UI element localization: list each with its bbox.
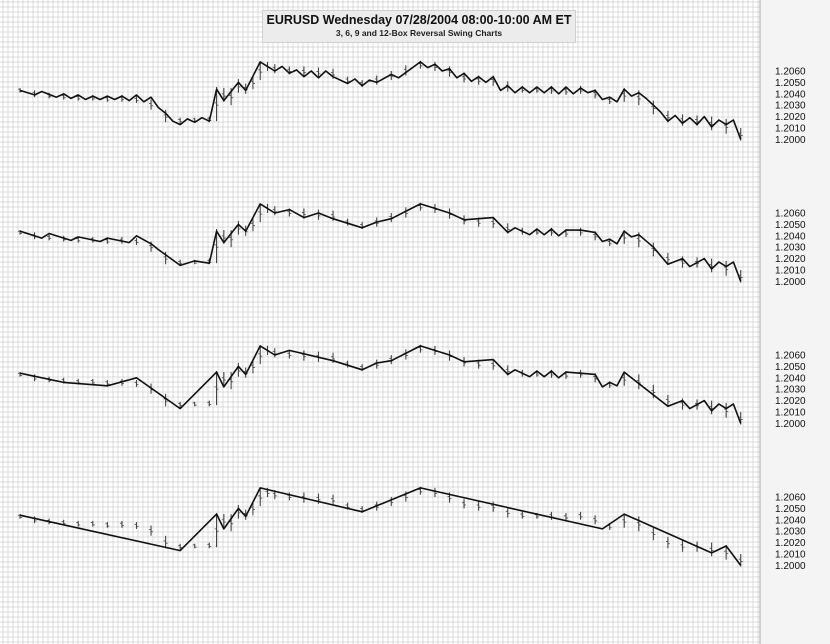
y-tick-label: 1.2010	[775, 550, 806, 561]
y-tick-label: 1.2060	[775, 67, 806, 78]
title-box: EURUSD Wednesday 07/28/2004 08:00-10:00 …	[262, 10, 576, 43]
y-tick-label: 1.2010	[775, 266, 806, 277]
y-tick-label: 1.2060	[775, 493, 806, 504]
y-tick-label: 1.2000	[775, 135, 806, 146]
swing-line-12-box	[19, 487, 742, 566]
y-tick-label: 1.2050	[775, 78, 806, 89]
y-tick-label: 1.2050	[775, 504, 806, 515]
swing-line-6-box	[19, 203, 742, 282]
y-tick-label: 1.2000	[775, 419, 806, 430]
y-tick-label: 1.2030	[775, 101, 806, 112]
y-tick-label: 1.2030	[775, 527, 806, 538]
y-tick-label: 1.2020	[775, 254, 806, 265]
grid	[0, 0, 760, 644]
y-tick-label: 1.2020	[775, 112, 806, 123]
chart-title: EURUSD Wednesday 07/28/2004 08:00-10:00 …	[266, 13, 572, 27]
y-tick-label: 1.2050	[775, 220, 806, 231]
axis-label-area	[760, 0, 830, 644]
y-tick-label: 1.2010	[775, 124, 806, 135]
y-tick-label: 1.2040	[775, 89, 806, 100]
swing-line-3-box	[19, 61, 742, 140]
chart-subtitle: 3, 6, 9 and 12-Box Reversal Swing Charts	[335, 28, 503, 38]
y-tick-label: 1.2000	[775, 277, 806, 288]
swing-line-9-box	[19, 345, 742, 424]
y-tick-label: 1.2060	[775, 209, 806, 220]
y-tick-label: 1.2020	[775, 538, 806, 549]
y-tick-label: 1.2060	[775, 351, 806, 362]
y-tick-label: 1.2040	[775, 231, 806, 242]
y-tick-label: 1.2010	[775, 408, 806, 419]
y-tick-label: 1.2040	[775, 515, 806, 526]
y-tick-label: 1.2030	[775, 243, 806, 254]
y-tick-label: 1.2020	[775, 396, 806, 407]
y-tick-label: 1.2000	[775, 561, 806, 572]
y-tick-label: 1.2050	[775, 362, 806, 373]
y-tick-label: 1.2040	[775, 373, 806, 384]
y-tick-label: 1.2030	[775, 385, 806, 396]
